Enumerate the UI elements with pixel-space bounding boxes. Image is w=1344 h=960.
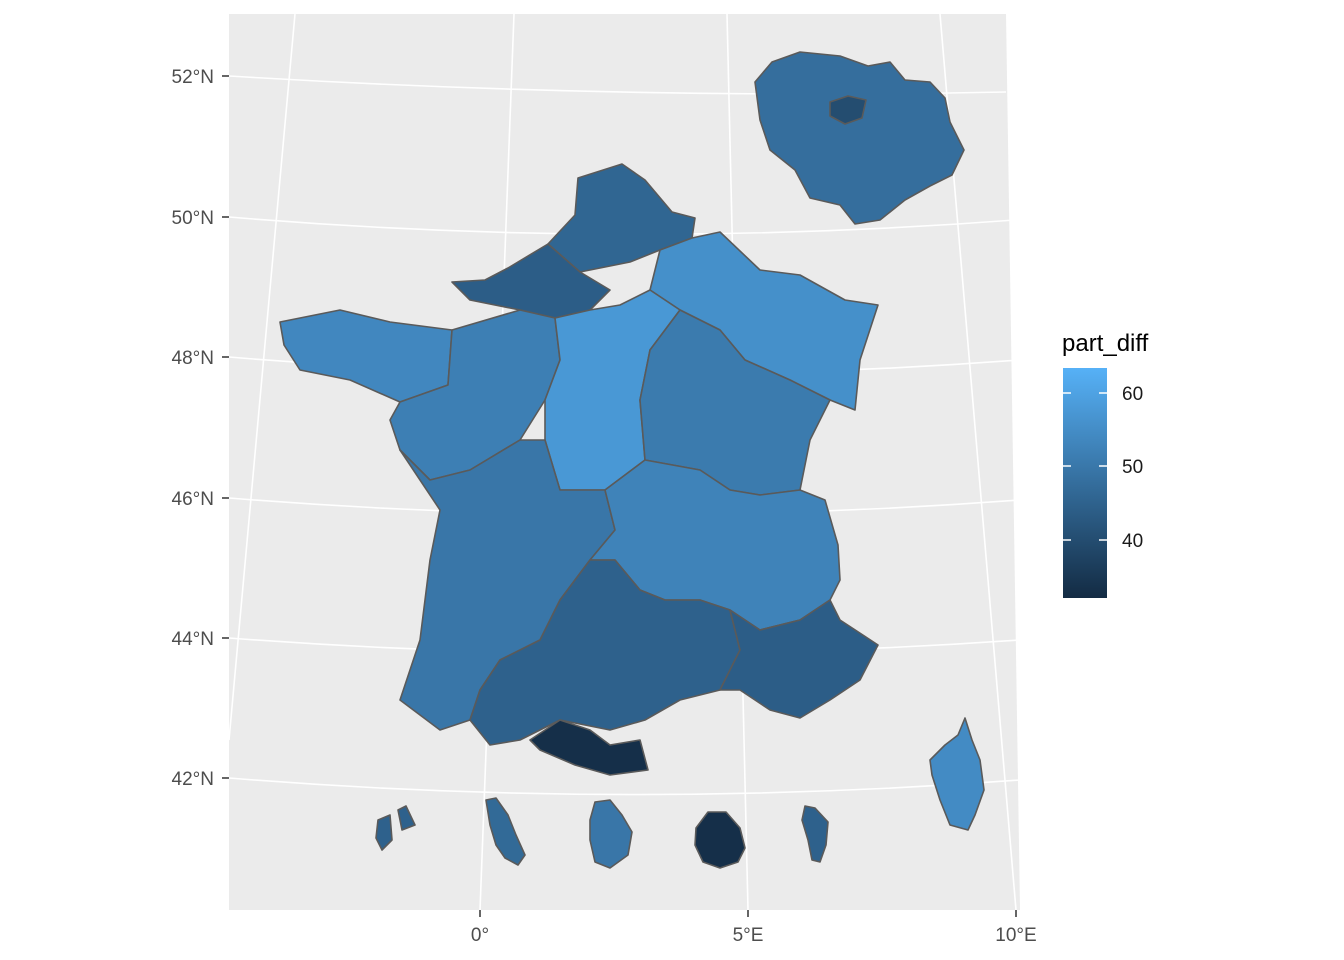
- ile-de-france-inset: [754, 51, 965, 225]
- x-tick-5e: 5°E: [733, 925, 764, 946]
- paca: [719, 599, 879, 719]
- guadeloupe: [375, 805, 416, 851]
- mayotte: [801, 805, 829, 863]
- x-tick-0: 0°: [471, 925, 489, 946]
- martinique: [485, 797, 526, 866]
- guyane: [589, 799, 633, 869]
- legend: part_diff 60 50 40: [1062, 330, 1149, 598]
- legend-tick-50: 50: [1122, 457, 1143, 478]
- x-axis-ticks: [479, 910, 1017, 917]
- corse: [929, 717, 985, 831]
- legend-colorbar: [1063, 368, 1107, 598]
- legend-tick-40: 40: [1122, 531, 1143, 552]
- y-axis-ticks: [222, 75, 229, 779]
- legend-title: part_diff: [1062, 330, 1149, 357]
- y-tick-50: 50°N: [172, 208, 214, 229]
- y-tick-46: 46°N: [172, 489, 214, 510]
- paris: [829, 95, 867, 125]
- legend-tick-60: 60: [1122, 384, 1143, 405]
- la-reunion: [694, 811, 746, 869]
- y-tick-52: 52°N: [172, 67, 214, 88]
- pyrenees-orientales: [529, 719, 649, 776]
- x-axis-labels: 0° 5°E 10°E: [471, 925, 1037, 946]
- legend-ticks: [1063, 392, 1107, 541]
- regions: [279, 51, 985, 869]
- y-tick-44: 44°N: [172, 629, 214, 650]
- x-tick-10e: 10°E: [995, 925, 1036, 946]
- y-tick-48: 48°N: [172, 348, 214, 369]
- occitanie: [469, 559, 741, 746]
- y-tick-42: 42°N: [172, 769, 214, 790]
- y-axis-labels: 52°N 50°N 48°N 46°N 44°N 42°N: [172, 67, 214, 790]
